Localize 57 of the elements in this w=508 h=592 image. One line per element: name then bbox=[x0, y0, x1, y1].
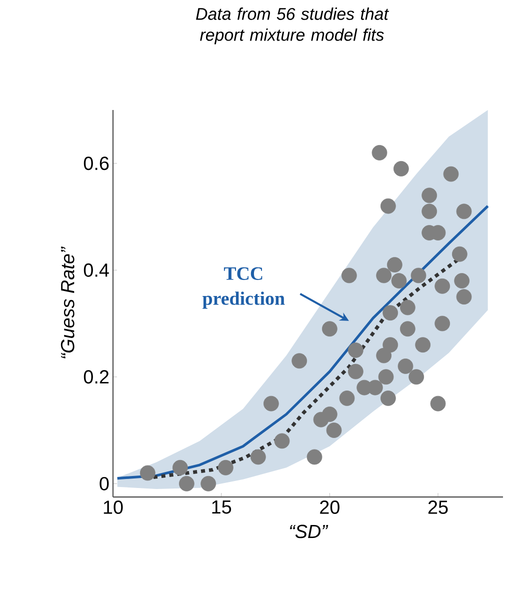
point bbox=[274, 433, 290, 449]
point bbox=[378, 369, 394, 385]
point bbox=[380, 198, 396, 214]
point bbox=[348, 342, 364, 358]
point bbox=[306, 449, 322, 465]
point bbox=[322, 321, 338, 337]
point bbox=[422, 204, 438, 220]
point bbox=[376, 268, 392, 284]
point bbox=[263, 396, 279, 412]
x-axis-title: “SD” bbox=[290, 524, 328, 538]
point bbox=[415, 337, 431, 353]
point bbox=[292, 353, 308, 369]
point bbox=[376, 348, 392, 364]
point bbox=[422, 188, 438, 204]
point bbox=[454, 273, 470, 289]
chart-title: Data from 56 studies that report mixture model fits bbox=[196, 8, 390, 44]
line-series bbox=[116, 204, 490, 480]
point bbox=[372, 144, 388, 160]
point bbox=[452, 246, 468, 262]
point bbox=[382, 337, 398, 353]
y-tick-label: 0.6 bbox=[84, 156, 109, 170]
point bbox=[140, 465, 156, 481]
point bbox=[341, 268, 357, 284]
y-tick-label: 0.2 bbox=[84, 370, 109, 384]
y-tick-label: 0.4 bbox=[84, 263, 109, 277]
point bbox=[218, 460, 234, 476]
x-tick-label: 10 bbox=[104, 500, 123, 514]
point bbox=[434, 316, 450, 332]
point bbox=[172, 460, 188, 476]
y-tick-label: 0 bbox=[100, 476, 109, 490]
x-tick-label: 25 bbox=[428, 500, 448, 514]
point bbox=[400, 321, 416, 337]
point bbox=[250, 449, 266, 465]
point bbox=[348, 364, 364, 380]
point bbox=[456, 204, 472, 220]
point bbox=[430, 396, 446, 412]
point bbox=[443, 166, 459, 182]
point bbox=[200, 476, 216, 492]
point bbox=[380, 390, 396, 406]
point bbox=[326, 422, 342, 438]
point bbox=[393, 161, 409, 176]
x-tick-label: 15 bbox=[212, 500, 232, 514]
point bbox=[339, 390, 355, 406]
y-axis-title: “Guess Rate” bbox=[60, 246, 74, 358]
x-tick-label: 20 bbox=[320, 500, 340, 514]
point bbox=[386, 257, 402, 272]
point bbox=[382, 305, 398, 321]
point bbox=[434, 278, 450, 294]
annotation: TCC prediction bbox=[202, 267, 285, 309]
point bbox=[456, 289, 472, 305]
point bbox=[178, 476, 194, 492]
point bbox=[391, 273, 407, 289]
point bbox=[313, 412, 329, 428]
point bbox=[400, 300, 416, 316]
point bbox=[398, 358, 414, 374]
point bbox=[408, 369, 424, 385]
point bbox=[410, 268, 426, 284]
